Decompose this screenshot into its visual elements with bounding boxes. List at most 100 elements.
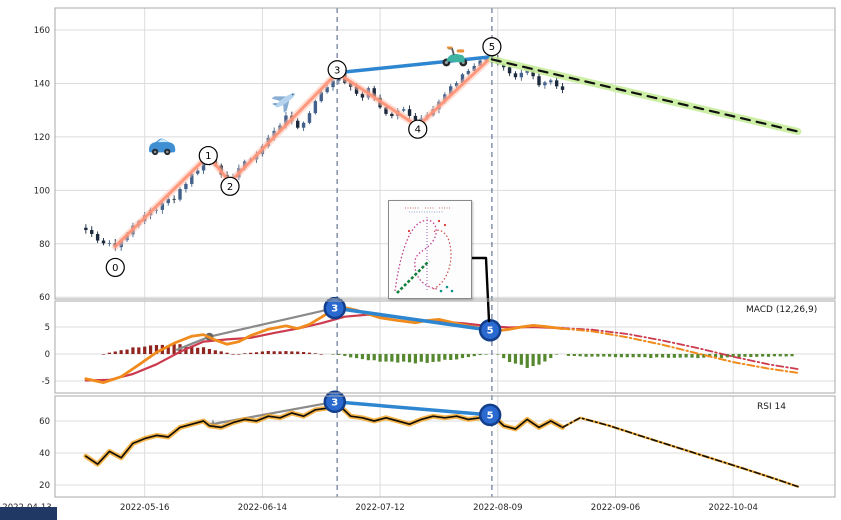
macd-histogram-bar xyxy=(578,354,582,357)
macd-histogram-bar xyxy=(790,354,794,357)
macd-histogram-bar xyxy=(337,354,341,355)
candle-body xyxy=(507,67,512,74)
macd-ytick-label: 5 xyxy=(45,323,50,333)
macd-histogram-bar xyxy=(296,351,300,354)
date-tick-label: 2022-07-12 xyxy=(355,503,404,513)
macd-histogram-bar xyxy=(549,354,553,359)
macd-panel-border xyxy=(54,300,836,394)
candle-body xyxy=(107,242,112,244)
wave-circle-2 xyxy=(220,176,240,196)
macd-histogram-bar xyxy=(466,354,470,358)
date-tick-label: 2022-10-04 xyxy=(708,503,757,513)
price-ytick-label: 120 xyxy=(34,133,50,143)
macd-line-forecast xyxy=(561,327,799,374)
candle-body xyxy=(95,233,100,241)
macd-histogram-bar xyxy=(284,351,288,354)
candle-body xyxy=(296,120,300,128)
rsi-label: RSI 14 xyxy=(757,402,786,412)
macd-histogram-bar xyxy=(313,353,317,354)
macd-histogram-bar xyxy=(260,351,264,354)
date-tick-label: 2022-05-16 xyxy=(120,503,169,513)
macd-histogram-bar xyxy=(237,354,241,355)
macd-histogram-bar xyxy=(572,354,576,356)
macd-histogram-bar xyxy=(655,354,659,358)
candle-body xyxy=(331,80,335,88)
macd-histogram-bar xyxy=(537,354,541,365)
rsi-marker-3 xyxy=(323,390,347,414)
candle-body xyxy=(301,122,306,128)
macd-histogram-bar xyxy=(366,354,370,361)
wave-circle-1 xyxy=(198,145,218,166)
wave-line xyxy=(113,55,494,248)
macd-marker-3 xyxy=(323,296,347,320)
candle-body xyxy=(449,86,453,95)
wave-circle-label: 5 xyxy=(489,42,495,53)
macd-histogram-bar xyxy=(713,354,718,358)
macd-histogram-bar xyxy=(402,354,406,362)
price-ytick-label: 160 xyxy=(34,26,50,36)
macd-histogram-bar xyxy=(384,354,388,362)
elliott-wave-overlay xyxy=(111,53,802,250)
macd-histogram-bar xyxy=(166,345,170,354)
macd-histogram-bar xyxy=(460,354,465,359)
macd-signal-line xyxy=(84,313,564,382)
candle-body xyxy=(307,113,312,123)
candle-body xyxy=(372,88,376,98)
macd-histogram-bar xyxy=(378,354,382,362)
rsi-forecast xyxy=(561,416,799,488)
candle-body xyxy=(190,173,194,184)
macd-histogram-bar xyxy=(590,354,594,357)
candle-body xyxy=(160,203,165,210)
rsi-panel-border xyxy=(54,395,836,498)
macd-histogram-bar xyxy=(672,354,676,358)
macd-marker-label: 5 xyxy=(487,326,494,337)
macd-histogram-bar xyxy=(631,354,635,358)
macd-histogram-bar xyxy=(172,343,176,354)
macd-histogram-bar xyxy=(207,348,212,354)
candle-body xyxy=(531,69,535,77)
macd-histogram-bar xyxy=(778,354,782,357)
price-panel-border xyxy=(54,7,836,300)
macd-histogram-bar xyxy=(519,354,523,365)
macd-histogram-bar xyxy=(125,349,129,354)
wave-circle-label: 4 xyxy=(415,125,421,136)
wave-circle-4 xyxy=(408,119,428,139)
macd-histogram-bar xyxy=(354,354,359,359)
macd-histogram-bar xyxy=(584,354,588,357)
macd-histogram-bar xyxy=(201,347,206,354)
price-ytick-label: 80 xyxy=(39,240,50,250)
rsi-marker-5 xyxy=(478,403,502,427)
macd-histogram-bar xyxy=(555,354,559,355)
macd-histogram-bar xyxy=(137,347,141,354)
macd-histogram-bar xyxy=(272,351,276,354)
taskbar-fragment xyxy=(0,507,57,520)
macd-histogram-bar xyxy=(719,354,724,358)
macd-histogram-bar xyxy=(254,352,259,354)
macd-histogram-bar xyxy=(396,354,400,363)
macd-histogram-bar xyxy=(507,354,512,363)
macd-histogram-bar xyxy=(602,354,606,357)
candle-body xyxy=(390,113,394,117)
panel-borders xyxy=(54,7,836,498)
wave-circle-3 xyxy=(327,60,347,80)
macd-ytick-label: -5 xyxy=(42,377,50,387)
candle-body xyxy=(513,73,518,78)
candle-body xyxy=(319,92,323,102)
macd-histogram-bar xyxy=(113,351,117,354)
macd-histogram-bar xyxy=(154,344,159,354)
rsi-ytick-label: 20 xyxy=(39,481,50,491)
candle-body xyxy=(519,72,524,78)
candle-body xyxy=(401,109,406,111)
candle-body xyxy=(460,74,465,84)
macd-histogram-bar xyxy=(131,347,135,354)
candle-body xyxy=(407,109,412,116)
macd-histogram-bar xyxy=(649,354,653,359)
macd-histogram-bar xyxy=(525,354,529,368)
macd-histogram-bar xyxy=(725,354,729,358)
candle-body xyxy=(166,198,170,204)
trendline-3-to-5 xyxy=(335,54,494,75)
macd-histogram-bar xyxy=(349,354,353,358)
macd-histogram-bar xyxy=(543,354,547,362)
macd-histogram-bar xyxy=(455,354,459,360)
macd-histogram-bar xyxy=(513,354,518,364)
